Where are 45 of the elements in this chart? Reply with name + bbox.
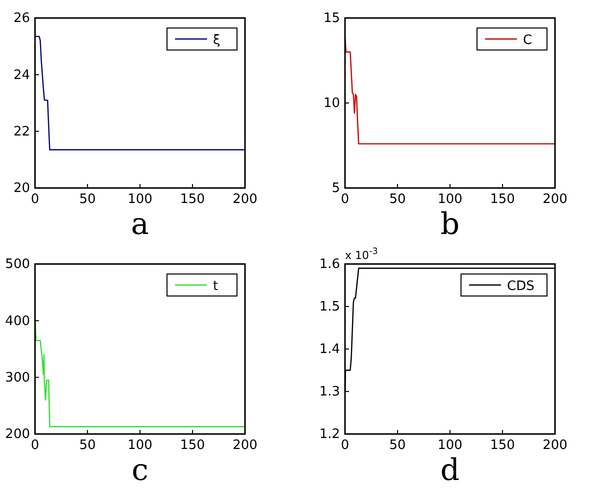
x-tick-label: 200 <box>542 438 568 454</box>
x-tick-label: 150 <box>180 438 205 454</box>
y-tick-label: 1.2 <box>319 427 340 442</box>
x-tick-label: 50 <box>389 192 406 208</box>
text: x 10$^{-3}$ <box>345 247 378 262</box>
y-tick-label: 22 <box>13 124 30 140</box>
x-tick-label: 50 <box>389 438 406 454</box>
x-tick-label: 200 <box>232 438 258 454</box>
y-tick-label: 1.4 <box>319 342 340 358</box>
y-tick-label: 300 <box>5 370 30 386</box>
x-tick-label: 50 <box>79 192 96 208</box>
y-tick-label: 15 <box>323 11 340 26</box>
x-tick-label: 50 <box>79 438 96 454</box>
legend-label: CDS <box>507 279 534 294</box>
legend-label: t <box>213 279 218 294</box>
x-axis-title: d <box>440 453 460 488</box>
x-tick-label: 0 <box>30 192 40 208</box>
y-tick-label: 5 <box>332 181 340 196</box>
y-tick-label: 1.3 <box>319 384 340 400</box>
x-tick-label: 200 <box>232 192 258 208</box>
x-tick-label: 100 <box>128 438 152 454</box>
y-tick-label: 10 <box>323 96 340 112</box>
x-tick-label: 0 <box>30 438 40 454</box>
legend-label: ξ <box>213 33 220 48</box>
x-axis-title: a <box>131 207 150 242</box>
y-tick-label: 500 <box>5 257 30 272</box>
x-tick-label: 100 <box>438 192 462 208</box>
x-tick-label: 150 <box>490 438 515 454</box>
x-axis-title: b <box>440 207 460 242</box>
y-tick-label: 20 <box>13 181 30 196</box>
y-tick-label: 26 <box>13 11 30 26</box>
x-tick-label: 0 <box>340 438 350 454</box>
x-tick-label: 200 <box>542 192 568 208</box>
x-tick-label: 100 <box>128 192 152 208</box>
y-tick-label: 200 <box>5 427 30 442</box>
x-tick-label: 100 <box>438 438 462 454</box>
x-tick-label: 0 <box>340 192 350 208</box>
x-tick-label: 150 <box>490 192 515 208</box>
y-tick-label: 1.6 <box>319 257 340 272</box>
legend-label: C <box>523 33 532 48</box>
y-tick-label: 1.5 <box>319 300 340 315</box>
x-tick-label: 150 <box>180 192 205 208</box>
x-axis-title: c <box>132 453 148 488</box>
y-tick-label: 400 <box>5 314 30 329</box>
y-tick-label: 24 <box>13 68 30 83</box>
